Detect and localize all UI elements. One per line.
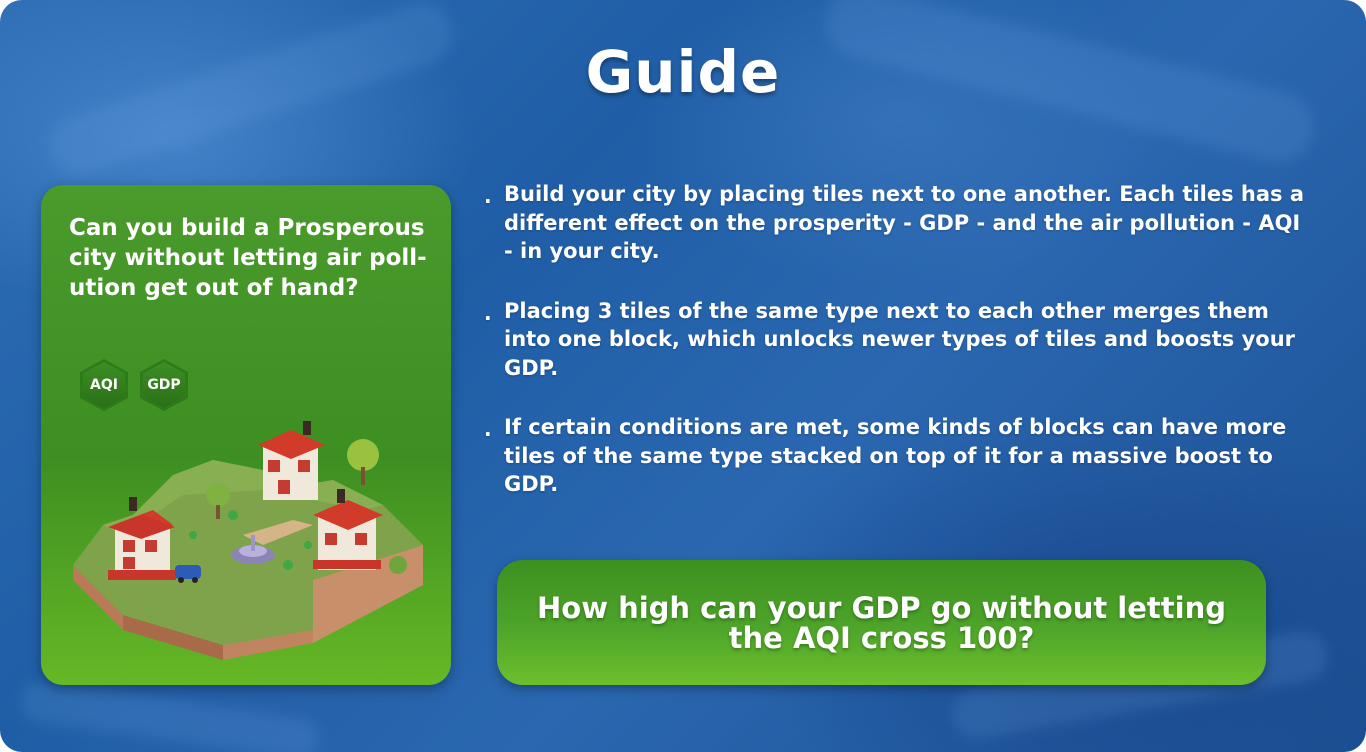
city-island-image	[73, 421, 423, 660]
guide-item: . Placing 3 tiles of the same type next …	[484, 297, 1314, 383]
background-decoration	[18, 679, 322, 752]
guide-item: . Build your city by placing tiles next …	[484, 180, 1314, 266]
challenge-text: How high can your GDP go without letting…	[537, 590, 1226, 655]
guide-list: . Build your city by placing tiles next …	[484, 180, 1314, 530]
bullet-marker: .	[484, 300, 492, 325]
intro-card: Can you build a Prosperous city without …	[41, 185, 451, 685]
gdp-badge: GDP	[140, 359, 188, 411]
card-question: Can you build a Prosperous city without …	[69, 215, 427, 301]
page-title: Guide	[585, 38, 781, 106]
aqi-badge: AQI	[80, 359, 128, 411]
guide-item-text: Placing 3 tiles of the same type next to…	[504, 298, 1296, 380]
guide-item-text: Build your city by placing tiles next to…	[504, 182, 1305, 263]
aqi-badge-label: AQI	[90, 377, 118, 393]
guide-item-text: If certain conditions are met, some kind…	[504, 415, 1287, 496]
gdp-badge-label: GDP	[147, 377, 181, 393]
challenge-banner[interactable]: How high can your GDP go without letting…	[497, 560, 1266, 685]
bullet-marker: .	[484, 417, 492, 441]
guide-item: . If certain conditions are met, some ki…	[484, 413, 1314, 499]
bullet-marker: .	[484, 184, 492, 208]
